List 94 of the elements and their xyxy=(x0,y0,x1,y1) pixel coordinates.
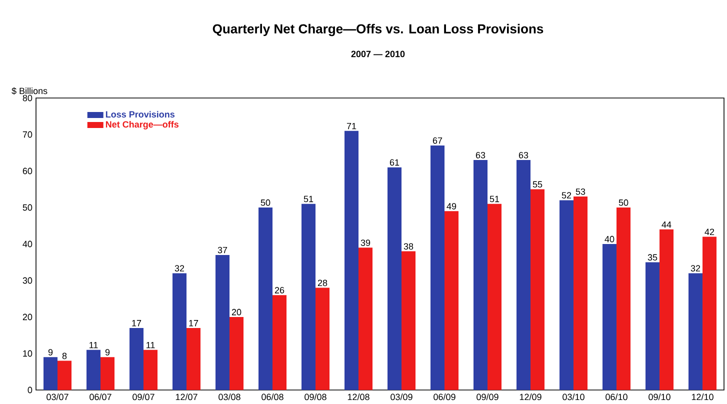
bar xyxy=(616,208,631,390)
bar xyxy=(388,167,402,390)
y-tick-label: 60 xyxy=(22,168,32,174)
bar xyxy=(58,360,72,390)
x-tick-label: 06/07 xyxy=(90,394,112,400)
x-tick-label: 12/10 xyxy=(692,394,714,400)
data-label: 50 xyxy=(260,199,270,206)
bar xyxy=(688,273,703,390)
y-tick-label: 0 xyxy=(28,386,32,394)
legend-label: Loss Provisions xyxy=(106,110,175,118)
y-tick-label: 70 xyxy=(22,131,32,138)
data-label: 44 xyxy=(662,222,672,228)
data-label: 63 xyxy=(518,152,528,158)
data-label: 35 xyxy=(648,254,658,261)
data-label: 51 xyxy=(304,196,314,202)
bar xyxy=(358,248,373,390)
x-tick-label: 09/09 xyxy=(476,394,498,400)
y-tick-label: 30 xyxy=(22,277,32,284)
data-label: 11 xyxy=(146,342,155,348)
bar xyxy=(516,160,531,390)
data-label: 32 xyxy=(690,265,700,272)
data-label: 50 xyxy=(618,199,628,206)
bar xyxy=(316,288,330,390)
x-tick-label: 12/08 xyxy=(348,394,370,400)
bar xyxy=(258,208,273,390)
data-label: 40 xyxy=(604,236,614,242)
data-label: 32 xyxy=(174,265,184,272)
y-tick-label: 50 xyxy=(22,204,32,211)
data-label: 71 xyxy=(346,122,356,130)
x-tick-label: 06/09 xyxy=(434,394,456,400)
bar xyxy=(444,211,459,390)
data-label: 9 xyxy=(105,349,110,356)
data-label: 8 xyxy=(62,352,67,360)
data-label: 38 xyxy=(404,243,414,250)
y-tick-label: 40 xyxy=(22,240,32,248)
bar xyxy=(130,328,144,390)
y-tick-label: 10 xyxy=(23,350,32,357)
data-label: 63 xyxy=(476,152,486,158)
data-label: 11 xyxy=(90,342,98,348)
y-tick-label: 80 xyxy=(22,94,32,102)
bar xyxy=(186,328,201,390)
x-tick-label: 06/10 xyxy=(606,394,628,400)
bar xyxy=(272,295,287,390)
x-tick-label: 09/08 xyxy=(304,394,326,400)
bar xyxy=(216,254,230,390)
data-label: 51 xyxy=(490,196,500,202)
data-label: 20 xyxy=(232,308,242,316)
bar xyxy=(560,200,574,390)
data-label: 55 xyxy=(532,181,542,188)
data-label: 53 xyxy=(576,188,586,195)
bar xyxy=(474,160,488,390)
data-label: 17 xyxy=(189,320,198,326)
bar xyxy=(44,357,58,390)
data-label: 28 xyxy=(318,280,328,286)
bar xyxy=(230,317,244,390)
chart-subtitle: 2007 — 2010 xyxy=(351,50,405,58)
bar xyxy=(430,145,445,390)
legend-label: Net Charge—offs xyxy=(106,120,178,130)
x-tick-label: 03/08 xyxy=(218,394,240,400)
data-label: 39 xyxy=(360,240,370,246)
x-tick-label: 09/07 xyxy=(132,394,154,400)
data-label: 49 xyxy=(446,203,456,210)
x-tick-label: 03/10 xyxy=(562,394,584,400)
data-label: 61 xyxy=(390,159,400,166)
data-label: 26 xyxy=(274,287,284,294)
bar xyxy=(660,229,674,390)
x-tick-label: 06/08 xyxy=(262,394,284,400)
data-label: 17 xyxy=(132,320,142,326)
x-tick-label: 12/09 xyxy=(520,394,542,400)
bar xyxy=(144,350,158,390)
x-tick-label: 09/10 xyxy=(648,394,670,400)
bar xyxy=(302,204,316,390)
bar xyxy=(402,251,416,390)
x-tick-label: 03/07 xyxy=(46,394,68,400)
data-label: 67 xyxy=(432,137,442,144)
chart-title: Quarterly Net Charge—Offs vs. Loan Loss Provisions xyxy=(212,24,544,36)
data-label: 42 xyxy=(704,228,714,235)
data-label: 52 xyxy=(562,192,572,199)
bar xyxy=(702,236,717,390)
x-tick-label: 03/09 xyxy=(390,394,412,400)
bar xyxy=(530,189,545,390)
bar xyxy=(86,350,100,390)
bar xyxy=(172,273,187,390)
bar xyxy=(100,357,115,390)
y-axis-title: $ Billions xyxy=(12,87,48,95)
data-label: 9 xyxy=(48,349,53,356)
bar xyxy=(574,196,588,390)
bar xyxy=(602,244,617,390)
bar xyxy=(488,204,502,390)
data-label: 37 xyxy=(218,246,228,254)
x-tick-label: 12/07 xyxy=(176,394,198,400)
bar xyxy=(344,130,359,390)
bar xyxy=(646,262,660,390)
y-tick-label: 20 xyxy=(22,314,32,320)
